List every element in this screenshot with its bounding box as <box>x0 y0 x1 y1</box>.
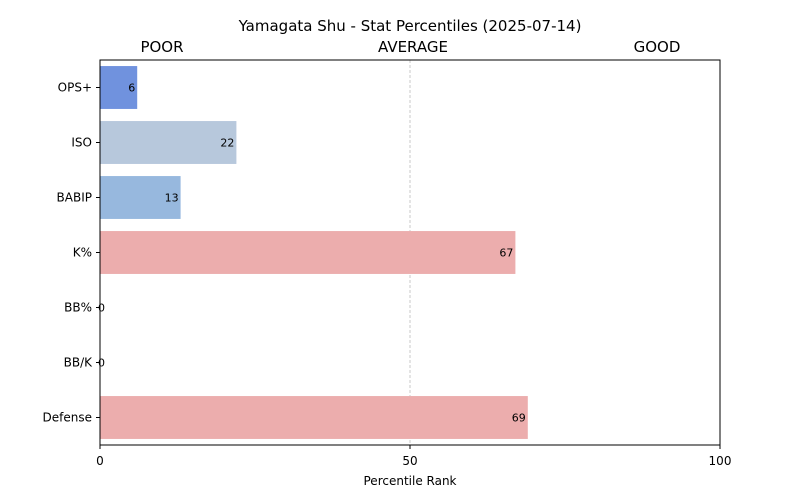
bar-value-label: 0 <box>98 357 105 370</box>
zone-label-good: GOOD <box>634 38 681 56</box>
bar-value-label: 22 <box>220 137 234 150</box>
x-tick-label: 100 <box>709 454 732 468</box>
y-tick-label: ISO <box>71 136 92 150</box>
bar-ops- <box>100 66 138 109</box>
bar-defense <box>100 396 528 439</box>
zone-label-average: AVERAGE <box>378 38 448 56</box>
y-tick-label: Defense <box>43 411 92 425</box>
bar-value-label: 0 <box>98 302 105 315</box>
plot-area: 6 OPS+ 22 ISO 13 BABIP 67 K% 0 BB% 0 BB/K 69 Defense 0… <box>43 59 732 468</box>
y-tick-label: OPS+ <box>58 81 92 95</box>
bar-iso <box>100 121 237 164</box>
x-tick-label: 0 <box>96 454 104 468</box>
y-tick-label: K% <box>73 246 92 260</box>
bar-value-label: 67 <box>499 247 513 260</box>
bar-babip <box>100 176 181 219</box>
chart-title: Yamagata Shu - Stat Percentiles (2025-07… <box>238 17 582 35</box>
bar-value-label: 6 <box>128 82 135 95</box>
bar-value-label: 69 <box>512 412 526 425</box>
y-tick-label: BABIP <box>57 191 92 205</box>
bar-value-label: 13 <box>165 192 179 205</box>
x-axis-title: Percentile Rank <box>364 474 457 488</box>
bar-k- <box>100 231 516 274</box>
y-tick-label: BB/K <box>64 356 94 370</box>
x-tick-label: 50 <box>402 454 417 468</box>
y-tick-label: BB% <box>64 301 92 315</box>
zone-label-poor: POOR <box>140 38 183 56</box>
